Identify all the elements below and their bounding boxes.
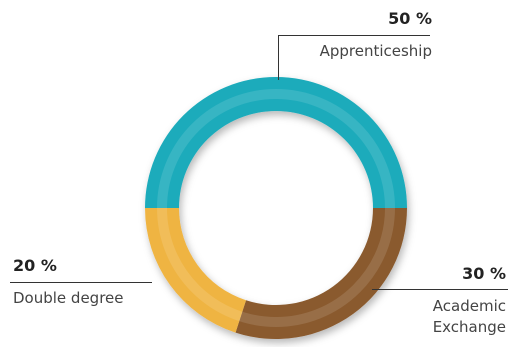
donut-slice-apprenticeship	[145, 77, 407, 208]
apprenticeship-leader-horizontal	[278, 35, 430, 36]
donut-slice-double-degree	[145, 208, 247, 333]
apprenticeship-value-label: 50 %	[388, 9, 432, 28]
academic-exchange-label-line-2: Exchange	[432, 318, 506, 336]
donut-slice-academic-exchange	[235, 208, 407, 339]
academic-exchange-value-label: 30 %	[462, 264, 506, 283]
apprenticeship-label: Apprenticeship	[319, 42, 432, 60]
apprenticeship-leader-vertical	[278, 35, 279, 80]
donut-highlight	[157, 89, 395, 327]
double-degree-label: Double degree	[13, 289, 124, 307]
double-degree-value-label: 20 %	[13, 256, 57, 275]
academic-exchange-label-line-1: Academic	[432, 297, 506, 315]
academic-exchange-leader	[372, 289, 508, 290]
double-degree-leader	[10, 282, 152, 283]
